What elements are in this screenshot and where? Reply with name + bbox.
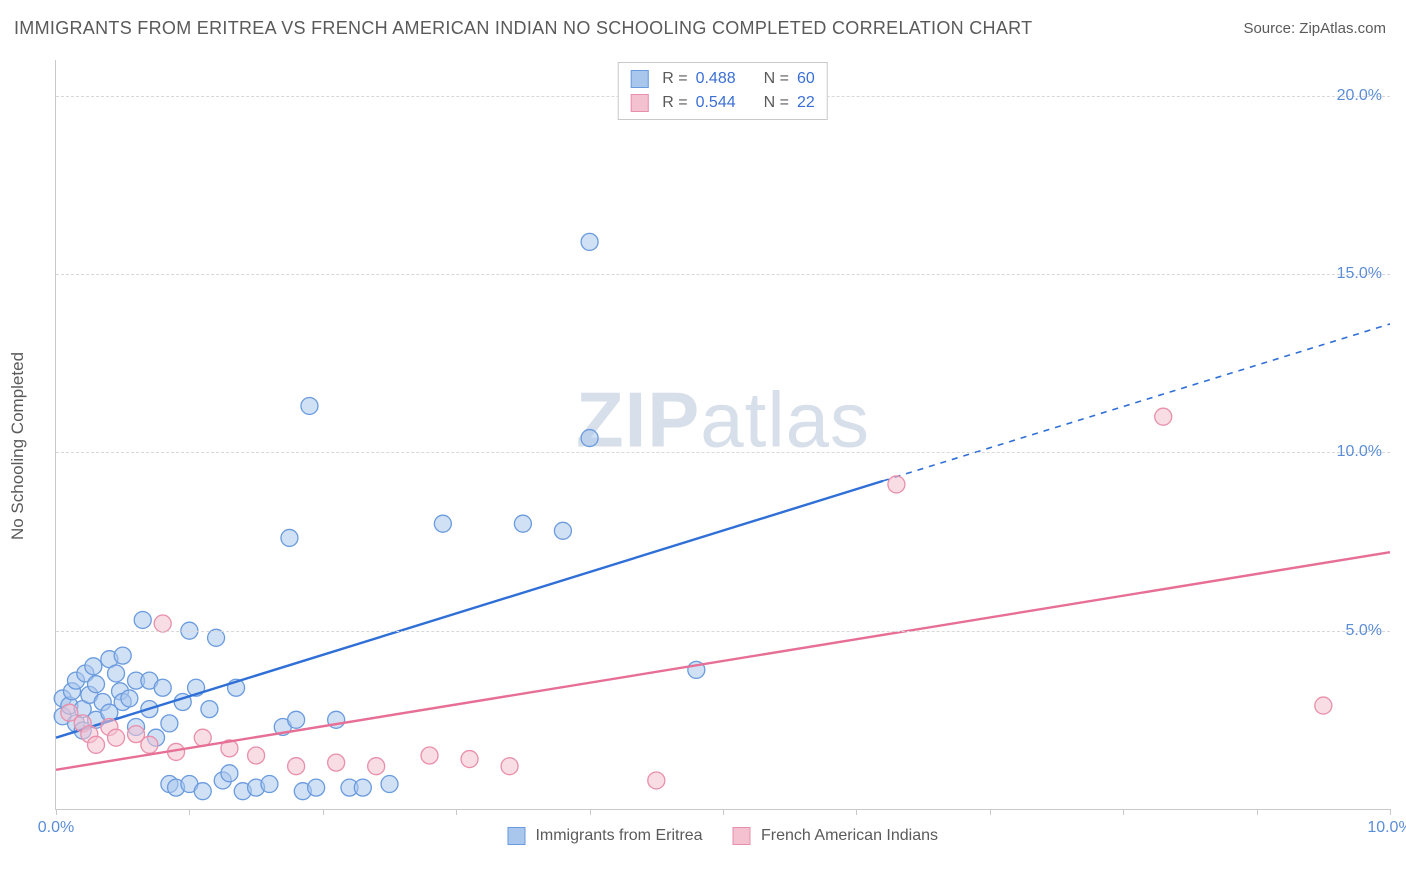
data-point [501,758,518,775]
n-label: N = [764,91,789,115]
data-point [134,611,151,628]
x-tick [1123,809,1124,815]
y-tick-label: 15.0% [1337,265,1382,283]
data-point [108,665,125,682]
data-point [248,747,265,764]
data-point [1155,408,1172,425]
r-value-1: 0.488 [696,67,736,91]
data-point [88,676,105,693]
legend-item-2: French American Indians [733,827,938,845]
data-point [88,736,105,753]
swatch-series-2-bottom [733,827,751,845]
data-point [121,690,138,707]
r-label: R = [662,91,687,115]
stats-legend: R = 0.488 N = 60 R = 0.544 N = 22 [617,62,828,120]
source-label: Source: ZipAtlas.com [1243,20,1386,37]
x-tick [456,809,457,815]
y-tick-label: 10.0% [1337,443,1382,461]
legend-label-1: Immigrants from Eritrea [535,827,702,844]
x-tick-label: 0.0% [38,819,74,837]
data-point [85,658,102,675]
gridline [56,452,1390,453]
data-point [281,529,298,546]
data-point [208,629,225,646]
data-point [581,233,598,250]
x-tick-label: 10.0% [1367,819,1406,837]
x-tick [856,809,857,815]
data-point [354,779,371,796]
trend-line [56,481,883,738]
x-tick [323,809,324,815]
trend-line-extrapolated [883,324,1390,481]
x-tick [590,809,591,815]
plot-inner: ZIPatlas 5.0%10.0%15.0%20.0%0.0%10.0% [55,60,1390,810]
swatch-series-2 [630,94,648,112]
data-point [1315,697,1332,714]
n-value-1: 60 [797,67,815,91]
data-point [161,715,178,732]
data-point [201,701,218,718]
r-label: R = [662,67,687,91]
data-point [554,522,571,539]
data-point [434,515,451,532]
data-point [108,729,125,746]
data-point [301,397,318,414]
x-tick [56,809,57,815]
data-point [288,711,305,728]
swatch-series-1-bottom [507,827,525,845]
data-point [141,736,158,753]
data-point [368,758,385,775]
data-point [154,615,171,632]
bottom-legend: Immigrants from Eritrea French American … [507,827,938,845]
stats-row-2: R = 0.544 N = 22 [630,91,815,115]
stats-row-1: R = 0.488 N = 60 [630,67,815,91]
gridline [56,631,1390,632]
data-point [514,515,531,532]
swatch-series-1 [630,70,648,88]
data-point [154,679,171,696]
x-tick [1390,809,1391,815]
chart-area: R = 0.488 N = 60 R = 0.544 N = 22 ZIPatl… [55,60,1390,845]
data-point [194,783,211,800]
data-point [461,751,478,768]
data-point [194,729,211,746]
y-tick-label: 20.0% [1337,87,1382,105]
data-point [114,647,131,664]
data-point [328,754,345,771]
chart-svg [56,60,1390,809]
n-label: N = [764,67,789,91]
gridline [56,274,1390,275]
n-value-2: 22 [797,91,815,115]
data-point [581,430,598,447]
y-axis-label: No Schooling Completed [8,352,28,540]
x-tick [723,809,724,815]
data-point [888,476,905,493]
legend-item-1: Immigrants from Eritrea [507,827,703,845]
data-point [261,776,278,793]
data-point [381,776,398,793]
trend-line [56,552,1390,770]
y-tick-label: 5.0% [1346,622,1382,640]
data-point [308,779,325,796]
legend-label-2: French American Indians [761,827,938,844]
x-tick [189,809,190,815]
data-point [288,758,305,775]
x-tick [1257,809,1258,815]
x-tick [990,809,991,815]
data-point [421,747,438,764]
r-value-2: 0.544 [696,91,736,115]
data-point [221,765,238,782]
chart-title: IMMIGRANTS FROM ERITREA VS FRENCH AMERIC… [14,18,1032,39]
data-point [648,772,665,789]
